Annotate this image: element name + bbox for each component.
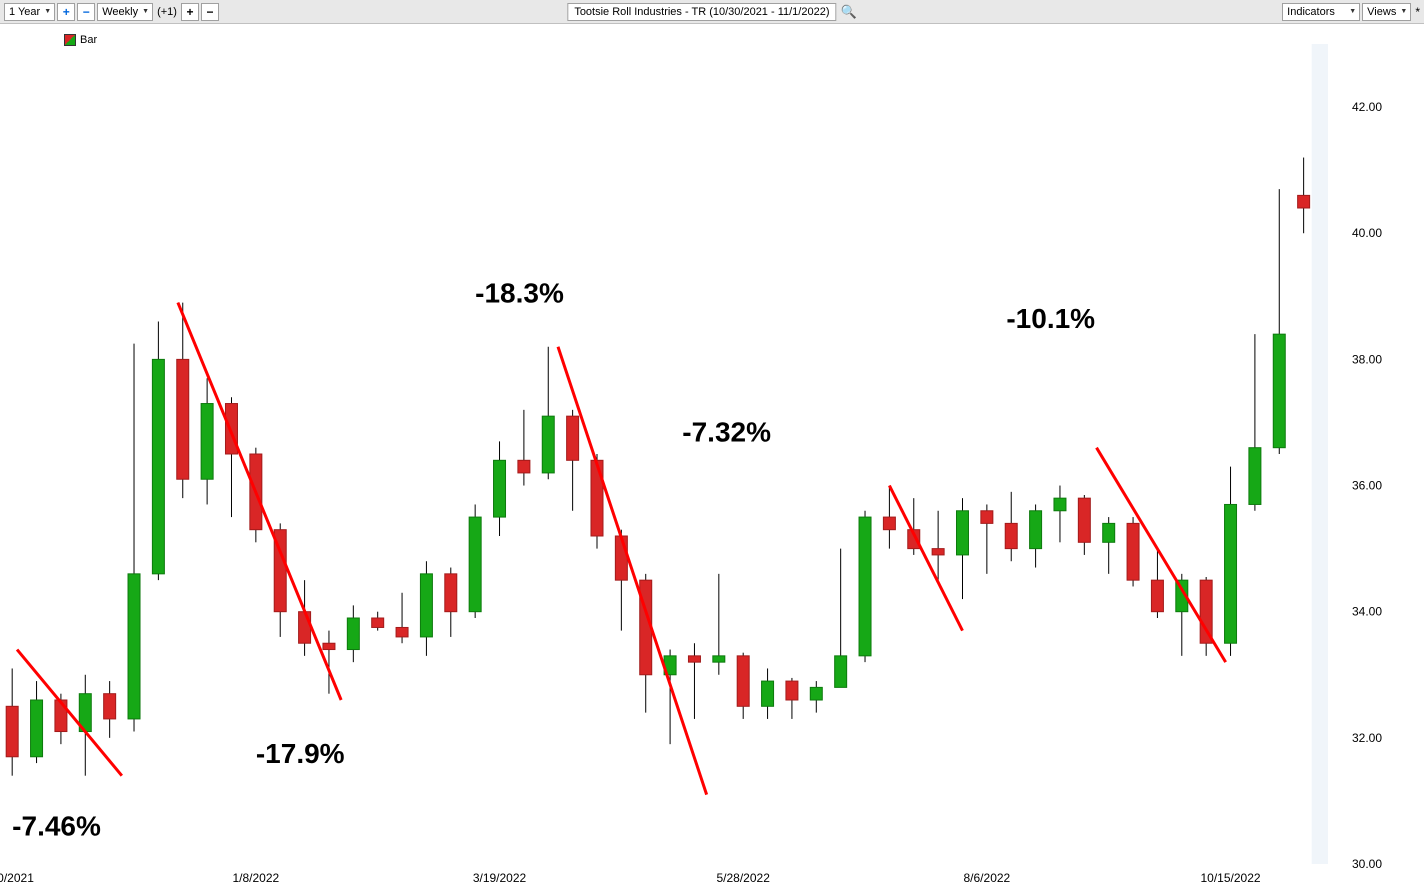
- svg-text:38.00: 38.00: [1352, 352, 1382, 366]
- svg-text:30/2021: 30/2021: [0, 871, 34, 885]
- svg-text:5/28/2022: 5/28/2022: [716, 871, 770, 885]
- candlestick-chart[interactable]: -7.46% -17.9% -18.3% -7.32% -10.1% 30.00 32.00…: [0, 24, 1424, 894]
- star-icon[interactable]: *: [1413, 5, 1420, 19]
- chart-area: Bar -7.46%-17.9%-18.3%-7.32%-10.1%30.003…: [0, 24, 1424, 894]
- offset-label: (+1): [155, 6, 179, 18]
- svg-text:42.00: 42.00: [1352, 100, 1382, 114]
- search-icon[interactable]: 🔍: [841, 4, 857, 20]
- toolbar-center: Tootsie Roll Industries - TR (10/30/2021…: [567, 3, 856, 21]
- range-dropdown[interactable]: 1 Year: [4, 3, 55, 21]
- views-dropdown[interactable]: Views: [1362, 3, 1411, 21]
- svg-text:-7.32%: -7.32%: [682, 416, 771, 447]
- indicators-dropdown[interactable]: Indicators: [1282, 3, 1360, 21]
- svg-text:30.00: 30.00: [1352, 857, 1382, 871]
- svg-text:36.00: 36.00: [1352, 479, 1382, 493]
- svg-text:-10.1%: -10.1%: [1006, 303, 1095, 334]
- chart-title: Tootsie Roll Industries - TR (10/30/2021…: [567, 3, 836, 21]
- svg-text:32.00: 32.00: [1352, 731, 1382, 745]
- toolbar-right: Indicators Views *: [1282, 3, 1420, 21]
- offset-minus-button[interactable]: −: [201, 3, 219, 21]
- zoom-in-button[interactable]: +: [57, 3, 75, 21]
- toolbar: 1 Year + − Weekly (+1) + − Tootsie Roll …: [0, 0, 1424, 24]
- svg-text:1/8/2022: 1/8/2022: [232, 871, 279, 885]
- svg-text:10/15/2022: 10/15/2022: [1201, 871, 1261, 885]
- svg-text:34.00: 34.00: [1352, 605, 1382, 619]
- svg-text:-7.46%: -7.46%: [12, 811, 101, 842]
- svg-text:3/19/2022: 3/19/2022: [473, 871, 527, 885]
- freq-dropdown[interactable]: Weekly: [97, 3, 153, 21]
- zoom-out-button[interactable]: −: [77, 3, 95, 21]
- svg-text:8/6/2022: 8/6/2022: [964, 871, 1011, 885]
- svg-text:-18.3%: -18.3%: [475, 278, 564, 309]
- toolbar-left: 1 Year + − Weekly (+1) + −: [4, 3, 219, 21]
- svg-text:-17.9%: -17.9%: [256, 738, 345, 769]
- offset-plus-button[interactable]: +: [181, 3, 199, 21]
- svg-text:40.00: 40.00: [1352, 226, 1382, 240]
